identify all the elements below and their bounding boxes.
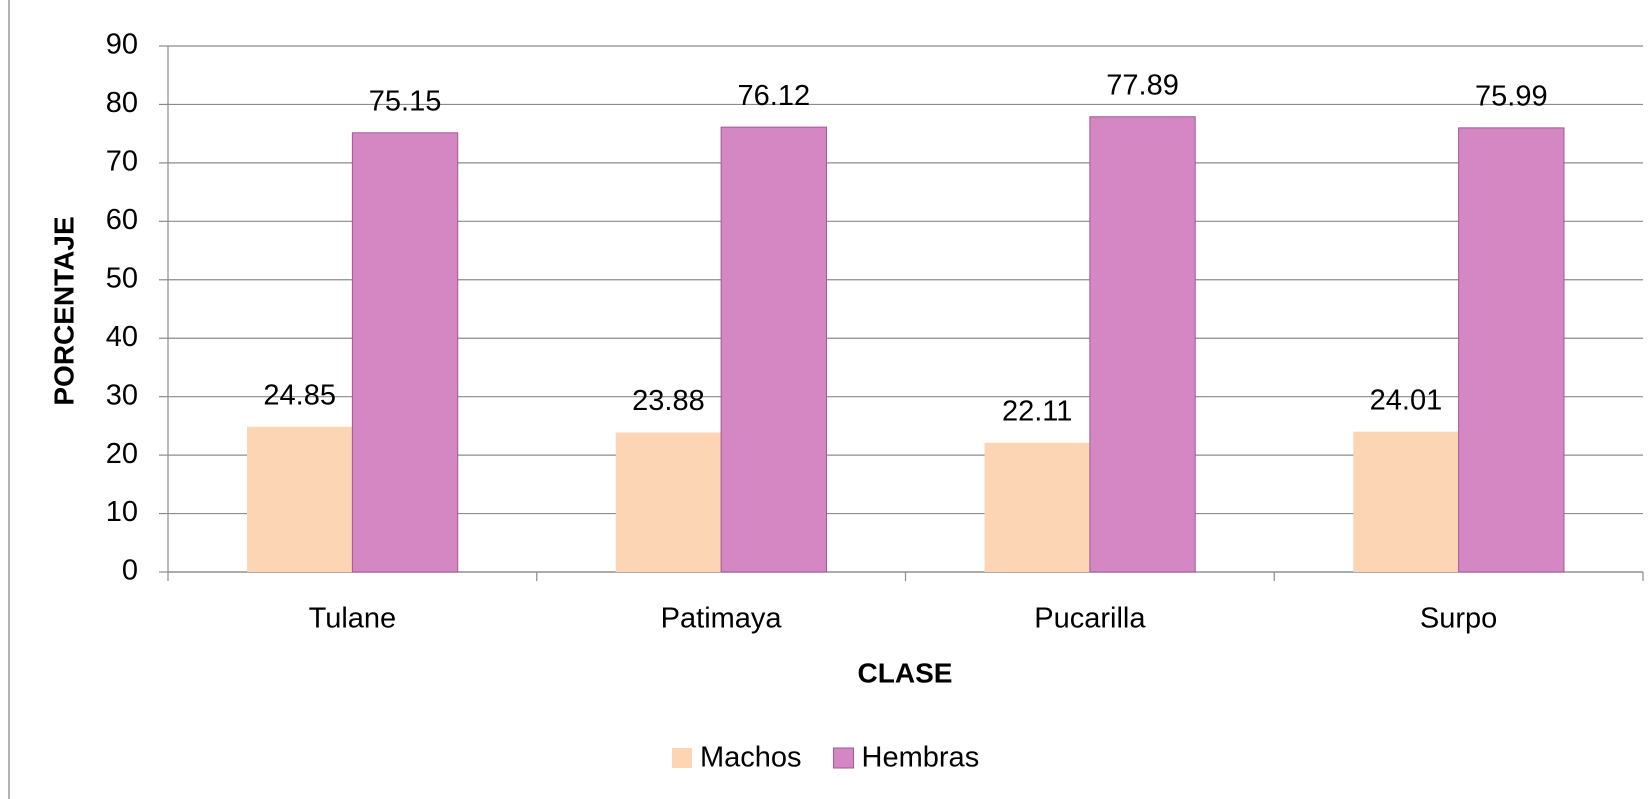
- y-tick-label: 30: [106, 379, 138, 411]
- bar: [984, 442, 1090, 572]
- bar: [1089, 116, 1196, 573]
- data-label: 75.15: [369, 85, 442, 117]
- data-label: 76.12: [738, 80, 811, 112]
- x-tick-label: Patimaya: [661, 603, 783, 635]
- data-label: 77.89: [1106, 69, 1179, 101]
- legend-label: Hembras: [862, 742, 980, 774]
- y-tick-label: 20: [106, 438, 138, 470]
- bar: [351, 132, 459, 573]
- data-label: 23.88: [632, 385, 705, 417]
- x-axis-title: CLASE: [858, 657, 953, 688]
- data-label: 24.01: [1370, 384, 1443, 416]
- y-tick-label: 80: [106, 87, 138, 119]
- bar: [615, 432, 722, 572]
- y-tick-label: 90: [106, 29, 138, 61]
- data-label: 24.85: [263, 379, 336, 411]
- bar: [247, 426, 353, 572]
- x-tick-label: Surpo: [1420, 603, 1497, 635]
- y-tick-label: 50: [106, 262, 138, 294]
- legend-swatch: [672, 748, 692, 768]
- legend-swatch: [833, 747, 855, 769]
- y-tick-label: 60: [106, 204, 138, 236]
- y-tick-label: 10: [106, 496, 138, 528]
- x-tick-label: Tulane: [309, 603, 397, 635]
- y-tick-label: 0: [122, 555, 138, 587]
- bar: [720, 126, 827, 573]
- bar: [1458, 127, 1565, 573]
- y-axis-title: PORCENTAJE: [48, 216, 79, 405]
- y-tick-label: 40: [106, 321, 138, 353]
- x-tick-label: Pucarilla: [1034, 603, 1146, 635]
- bar: [1353, 431, 1459, 572]
- y-tick-label: 70: [106, 146, 138, 178]
- data-label: 75.99: [1475, 81, 1548, 113]
- data-label: 22.11: [1002, 395, 1072, 427]
- legend-label: Machos: [700, 742, 802, 774]
